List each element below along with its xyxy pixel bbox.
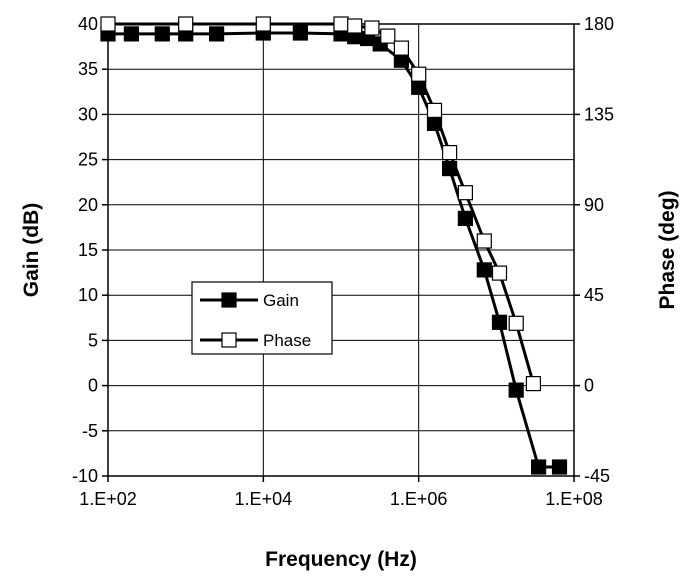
data-point-phase [457,185,473,201]
data-point-phase [347,18,363,34]
data-point-gain [530,459,547,475]
x-axis-title: Frequency (Hz) [265,548,417,571]
data-point-gain [292,25,308,41]
data-point-gain [491,314,508,330]
y-tick-label: 20 [78,195,98,215]
y2-tick-label: -45 [584,466,610,486]
legend-phase-label: Phase [263,331,311,350]
x-tick-label: 1.E+06 [390,489,448,509]
data-point-gain [508,382,524,398]
y-tick-label: 15 [78,240,98,260]
data-point-gain [209,26,225,42]
data-point-phase [255,16,271,32]
y-tick-label: -10 [72,466,98,486]
series-layer [100,16,568,475]
data-point-gain [457,210,473,226]
data-point-phase [333,16,349,32]
axis-ticks: 40 35 30 25 20 15 10 5 0 -5 -10 180 135 90 45 0 -45 1.E+0… [72,14,614,509]
y-tick-label: 0 [88,376,98,396]
series-line-phase [108,22,535,385]
legend-entry-gain: Gain [200,291,299,310]
data-point-phase [508,315,524,331]
data-point-phase [411,66,427,82]
y2-tick-label: 90 [584,195,604,215]
legend: Gain Phase [191,281,333,355]
y-tick-label: 35 [78,59,98,79]
y2-tick-label: 0 [584,376,594,396]
y-tick-label: -5 [82,421,98,441]
legend-entry-phase: Phase [200,331,311,350]
data-point-phase [178,16,194,32]
y2-axis-title: Phase (deg) [656,190,679,309]
data-point-phase [393,40,409,56]
x-tick-label: 1.E+02 [79,489,137,509]
y-tick-label: 25 [78,150,98,170]
data-point-gain [154,26,170,42]
data-point-gain [123,26,140,42]
y-tick-label: 40 [78,14,98,34]
data-point-phase [100,16,116,32]
legend-gain-marker [221,292,237,308]
legend-phase-marker [221,332,237,348]
y2-tick-label: 180 [584,14,614,34]
x-tick-label: 1.E+08 [545,489,603,509]
y-tick-label: 10 [78,285,98,305]
data-point-phase [442,145,458,161]
data-point-phase [426,102,443,119]
y2-tick-label: 135 [584,104,614,124]
legend-gain-label: Gain [263,291,299,310]
legend-box [191,281,333,355]
data-point-gain [551,459,568,475]
data-point-gain [476,262,492,278]
y2-tick-label: 45 [584,285,604,305]
y-tick-label: 5 [88,330,98,350]
data-point-phase [476,233,492,249]
data-point-phase [364,20,380,36]
data-point-phase [491,265,508,281]
data-point-phase [380,28,396,44]
y-tick-label: 30 [78,104,98,124]
data-point-phase [525,376,542,392]
y-axis-title: Gain (dB) [20,203,43,298]
x-tick-label: 1.E+04 [235,489,293,509]
series-phase [100,16,542,392]
